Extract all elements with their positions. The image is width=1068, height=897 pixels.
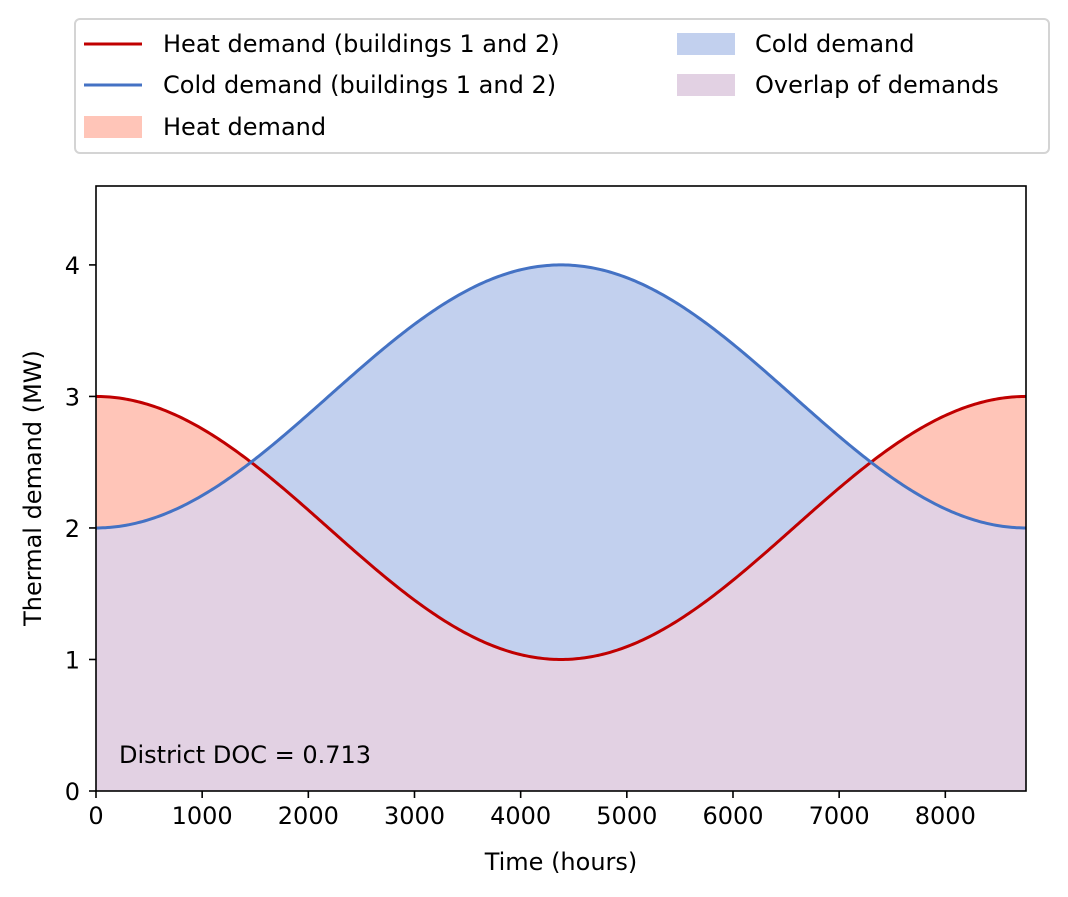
legend: Heat demand (buildings 1 and 2) Cold dem…: [74, 18, 1050, 154]
cold-excess-fill-area: [96, 264, 1026, 660]
legend-label-heat-fill: Heat demand: [163, 113, 326, 141]
x-axis: 0 1000 2000 3000 4000 5000 6000 7000 8000: [88, 791, 976, 830]
y-axis-title: Thermal demand (MW): [19, 350, 47, 627]
y-tick-label: 4: [65, 252, 80, 280]
legend-frame: [74, 18, 1050, 154]
y-tick-label: 2: [65, 515, 80, 543]
overlap-fill-area: [96, 462, 1026, 791]
legend-swatch-heat-fill: [84, 116, 142, 138]
legend-label-heat-line: Heat demand (buildings 1 and 2): [163, 30, 560, 58]
y-axis: 0 1 2 3 4: [65, 252, 96, 806]
doc-annotation: District DOC = 0.713: [119, 741, 371, 769]
x-tick-label: 0: [88, 802, 103, 830]
x-tick-label: 7000: [809, 802, 870, 830]
x-tick-label: 6000: [702, 802, 763, 830]
legend-swatch-cold-fill: [677, 33, 735, 55]
plot-frame: [95, 185, 1027, 792]
legend-label-cold-fill: Cold demand: [755, 30, 915, 58]
x-tick-label: 3000: [384, 802, 445, 830]
y-tick-label: 1: [65, 646, 80, 674]
x-tick-label: 5000: [596, 802, 657, 830]
y-tick-label: 0: [65, 778, 80, 806]
x-tick-label: 2000: [278, 802, 339, 830]
x-tick-label: 8000: [915, 802, 976, 830]
plot-area: District DOC = 0.713: [95, 185, 1027, 792]
x-tick-label: 1000: [172, 802, 233, 830]
legend-label-overlap-fill: Overlap of demands: [755, 71, 999, 99]
cold-demand-line: [95, 263, 1027, 530]
legend-label-cold-line: Cold demand (buildings 1 and 2): [163, 71, 556, 99]
y-tick-label: 3: [65, 383, 80, 411]
x-axis-title: Time (hours): [484, 848, 638, 876]
legend-swatch-overlap-fill: [677, 74, 735, 96]
x-tick-label: 4000: [490, 802, 551, 830]
